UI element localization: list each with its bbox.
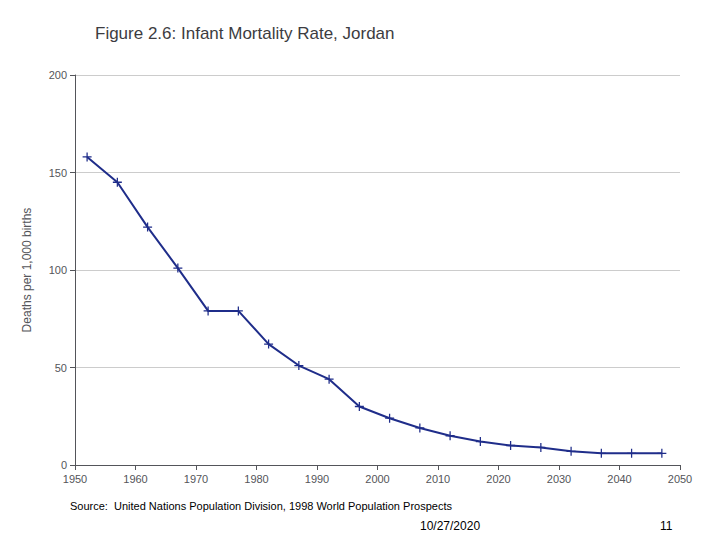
svg-text:1970: 1970 <box>184 473 208 485</box>
svg-text:1960: 1960 <box>123 473 147 485</box>
svg-text:11: 11 <box>660 519 673 533</box>
svg-text:200: 200 <box>49 69 67 81</box>
svg-text:Figure 2.6: Infant Mortality R: Figure 2.6: Infant Mortality Rate, Jorda… <box>95 24 395 43</box>
svg-text:2010: 2010 <box>426 473 450 485</box>
svg-text:1990: 1990 <box>305 473 329 485</box>
svg-text:50: 50 <box>55 362 67 374</box>
svg-text:2030: 2030 <box>547 473 571 485</box>
svg-text:1950: 1950 <box>63 473 87 485</box>
svg-text:2040: 2040 <box>607 473 631 485</box>
svg-text:10/27/2020: 10/27/2020 <box>420 519 480 533</box>
svg-text:2020: 2020 <box>486 473 510 485</box>
svg-text:0: 0 <box>61 459 67 471</box>
svg-text:Source: United Nations Popula: Source: United Nations Population Divisi… <box>70 500 452 512</box>
svg-text:2000: 2000 <box>365 473 389 485</box>
svg-text:100: 100 <box>49 264 67 276</box>
svg-text:1980: 1980 <box>244 473 268 485</box>
svg-text:150: 150 <box>49 167 67 179</box>
svg-text:2050: 2050 <box>668 473 692 485</box>
svg-text:Deaths per 1,000 births: Deaths per 1,000 births <box>20 208 34 333</box>
